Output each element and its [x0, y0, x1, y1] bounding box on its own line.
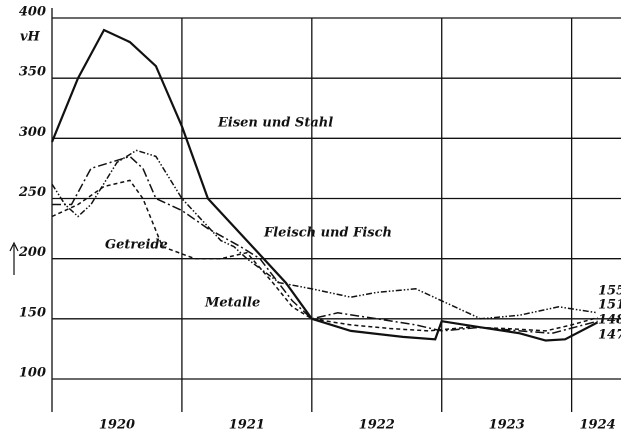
x-tick-label: 1920 [99, 418, 135, 433]
x-tick-label: 1922 [359, 418, 395, 433]
line [52, 155, 598, 335]
end-label: 151 [598, 298, 621, 313]
y-tick-label: 200 [18, 245, 46, 260]
y-tick-label: 400 [19, 5, 46, 20]
line [51, 149, 598, 320]
end-label: 148 [598, 313, 621, 328]
series-label: Getreide [105, 238, 168, 253]
line [50, 28, 599, 342]
x-tick-label: 1923 [489, 418, 525, 433]
y-tick-label: 250 [18, 185, 46, 200]
x-tick-label: 1924 [580, 418, 616, 433]
line [51, 179, 598, 332]
x-tick-label: 1921 [229, 418, 265, 433]
series-label: Metalle [204, 296, 260, 311]
y-tick-label: 100 [19, 366, 46, 381]
series-label: Fleisch und Fisch [263, 226, 392, 241]
series-label: Eisen und Stahl [217, 116, 333, 131]
y-tick-label: 300 [19, 125, 46, 140]
end-label: 147 [598, 328, 621, 343]
y-tick-label: 150 [19, 305, 46, 320]
y-tick-label: 350 [19, 65, 46, 80]
arrow-head [9, 241, 19, 252]
end-label: 155 [598, 284, 621, 299]
y-axis-label: vH [20, 30, 41, 45]
